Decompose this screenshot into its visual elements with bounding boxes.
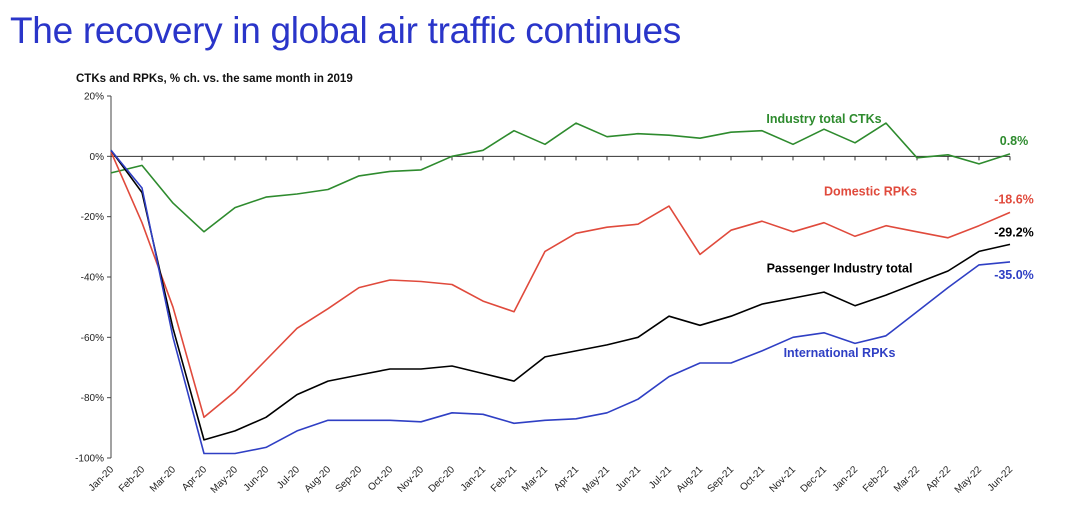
x-tick-label: Jun-21 xyxy=(614,464,644,494)
y-tick-label: -20% xyxy=(81,212,104,223)
x-tick-label: Apr-20 xyxy=(180,464,209,493)
x-tick-label: Aug-20 xyxy=(303,464,334,495)
x-tick-label: Sep-20 xyxy=(334,464,365,495)
x-tick-label: Oct-21 xyxy=(738,464,767,493)
y-tick-label: -100% xyxy=(75,454,104,465)
x-tick-label: Nov-21 xyxy=(768,464,799,495)
x-tick-label: Nov-20 xyxy=(396,464,427,495)
y-tick-label: 0% xyxy=(90,152,105,163)
series-line-industry-total-ctks xyxy=(110,122,1011,233)
end-value-label-passenger-industry-total: -29.2% xyxy=(994,225,1034,239)
page-title: The recovery in global air traffic conti… xyxy=(10,10,681,51)
x-tick-label: Jul-21 xyxy=(647,464,674,491)
end-value-label-industry-total-ctks: 0.8% xyxy=(1000,134,1029,148)
series-label-passenger-industry-total: Passenger Industry total xyxy=(767,261,913,275)
x-tick-label: Dec-20 xyxy=(427,464,458,495)
x-tick-label: Jun-20 xyxy=(242,464,272,494)
x-tick-label: May-21 xyxy=(581,464,613,496)
labels-layer: Industry total CTKs 0.8% Domestic RPKs -18.… xyxy=(766,112,1033,360)
end-value-label-international-rpks: -35.0% xyxy=(994,268,1034,282)
x-tick-label: Aug-21 xyxy=(675,464,706,495)
x-tick-label: Mar-20 xyxy=(148,464,178,494)
x-tick-label: Feb-21 xyxy=(489,464,519,494)
series-line-domestic-rpks xyxy=(110,151,1011,419)
series-label-industry-total-ctks: Industry total CTKs xyxy=(766,112,881,126)
x-tick-label: May-20 xyxy=(209,464,241,496)
x-tick-label: Jan-20 xyxy=(87,464,117,494)
y-tick-label: -60% xyxy=(81,333,104,344)
x-tick-label: Jun-22 xyxy=(986,464,1016,494)
y-tick-label: 20% xyxy=(84,92,104,103)
chart-subtitle: CTKs and RPKs, % ch. vs. the same month … xyxy=(76,73,353,85)
x-tick-label: Mar-21 xyxy=(520,464,550,494)
y-tick-label: -80% xyxy=(81,393,104,404)
y-tick-label: -40% xyxy=(81,273,104,284)
x-tick-label: Dec-21 xyxy=(799,464,830,495)
x-tick-label: Sep-21 xyxy=(706,464,737,495)
series-label-international-rpks: International RPKs xyxy=(784,346,896,360)
series-label-domestic-rpks: Domestic RPKs xyxy=(824,185,917,199)
x-tick-label: Feb-20 xyxy=(117,464,147,494)
x-tick-label: Oct-20 xyxy=(366,464,395,493)
x-tick-label: Mar-22 xyxy=(892,464,922,494)
x-tick-label: Jul-20 xyxy=(275,464,302,491)
series-line-international-rpks xyxy=(110,149,1011,455)
series-line-passenger-industry-total xyxy=(110,149,1011,441)
series-layer xyxy=(110,122,1011,455)
end-value-label-domestic-rpks: -18.6% xyxy=(994,192,1034,206)
x-tick-label: Apr-21 xyxy=(552,464,581,493)
x-tick-label: Jan-22 xyxy=(831,464,861,494)
x-tick-label: Jan-21 xyxy=(459,464,489,494)
x-tick-label: Feb-22 xyxy=(861,464,891,494)
chart-axes: 20%0%-20%-40%-60%-80%-100%Jan-20 Feb-20 Ma… xyxy=(75,92,1015,496)
x-tick-label: May-22 xyxy=(953,464,985,496)
x-tick-label: Apr-22 xyxy=(924,464,953,493)
